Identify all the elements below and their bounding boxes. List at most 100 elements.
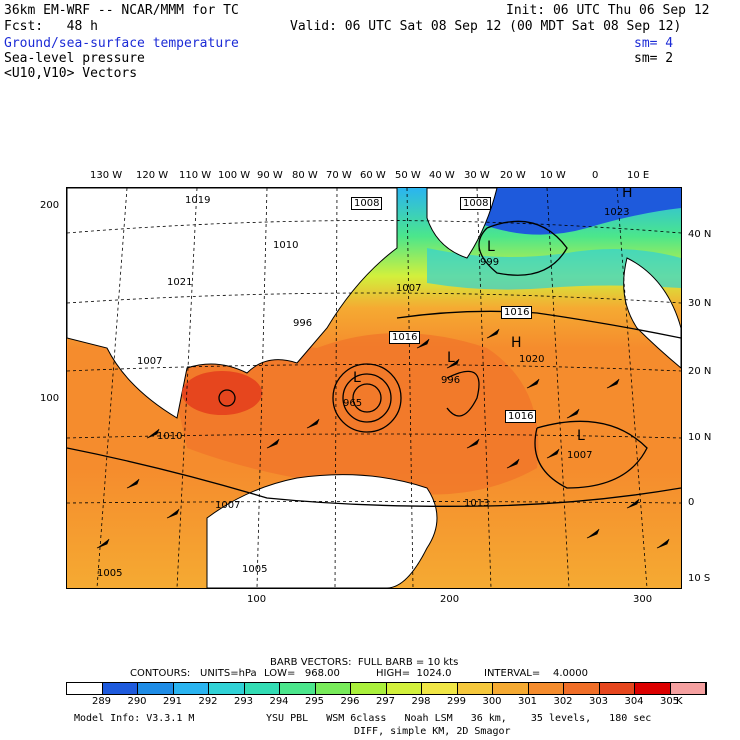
colorbar-tick-label: 298 [411,696,431,707]
map-canvas [67,188,681,588]
forecast-hour: Fcst: 48 h [4,19,98,34]
isobar-label: 1008 [460,197,492,210]
colorbar-tick-label: 301 [517,696,538,707]
colorbar-swatch [457,683,493,694]
isobar-label: 1020 [519,354,545,365]
grid-y-label: 200 [40,200,60,211]
field-slp-label: Sea-level pressure [4,51,145,66]
colorbar-tick-label: 300 [482,696,502,707]
contours-label: CONTOURS: [130,668,191,679]
isobar-label: 1005 [242,564,268,575]
lon-label: 90 W [257,170,283,181]
lon-label: 130 W [90,170,123,181]
isobar-label: 1016 [389,331,421,344]
colorbar-swatch [422,683,458,694]
grid-x-label: 300 [633,594,653,605]
colorbar-tick-label: 292 [198,696,218,707]
colorbar-swatch [528,683,564,694]
colorbar-tick-label: 302 [553,696,573,707]
colorbar-tick-label: 296 [340,696,360,707]
colorbar-swatch [173,683,209,694]
diffusion-info: DIFF, simple KM, 2D Smagor [354,726,511,737]
colorbar-tick-label: 299 [446,696,467,707]
lat-label: 40 N [688,229,712,240]
colorbar-tick-label: 305 [659,696,680,707]
colorbar-swatch [315,683,351,694]
lon-label: 110 W [179,170,212,181]
contours-low: LOW= 968.00 [264,668,340,679]
isobar-label: 965 [343,398,363,409]
wind-barbs [96,328,670,549]
low-center-marker: L [353,370,361,386]
isobar-label: 1019 [185,195,211,206]
field-sst-smoothing: sm= 4 [634,36,674,51]
grid-x-label: 100 [247,594,267,605]
high-center-marker: H [622,187,633,201]
field-vectors-label: <U10,V10> Vectors [4,66,138,81]
isobar-label: 1010 [157,431,183,442]
graticule [67,188,681,588]
lat-label: 20 N [688,366,712,377]
barb-legend: BARB VECTORS: FULL BARB = 10 kts [270,657,459,668]
weather-map: 1019 1008 1008 1023 1010 1021 999 1007 9… [66,187,682,589]
lon-label: 40 W [429,170,455,181]
colorbar-swatch [599,683,635,694]
lon-label: 50 W [395,170,421,181]
colorbar-unit: K [676,696,683,707]
isobar-label: 1007 [396,283,422,294]
colorbar-tick-label: 291 [162,696,183,707]
isobar-label: 1007 [567,450,593,461]
isobar-label: 1008 [351,197,383,210]
colorbar-tick-label: 289 [91,696,112,707]
isobar-label: 1016 [505,410,537,423]
colorbar-swatch [138,683,174,694]
field-slp-smoothing: sm= 2 [634,51,674,66]
north-america-land [67,188,398,419]
colorbar-swatch [244,683,280,694]
colorbar-swatch [209,683,245,694]
low-center-marker: L [447,350,455,366]
model-info: Model Info: V3.3.1 M [74,713,195,724]
lon-label: 10 W [540,170,566,181]
colorbar-swatch [493,683,529,694]
lon-label: 70 W [326,170,352,181]
isobar-label: 1013 [464,498,490,509]
lat-label: 10 S [688,573,711,584]
low-center-marker: L [487,239,495,255]
grid-x-label: 200 [440,594,460,605]
lat-label: 0 [688,497,695,508]
high-center-marker: H [511,335,522,351]
colorbar-swatch [386,683,422,694]
colorbar-swatch [564,683,600,694]
isobar-label: 1005 [97,568,123,579]
isobar-label: 1016 [501,306,533,319]
colorbar-swatch [670,683,706,694]
isobar-label: 996 [293,318,313,329]
low-center-marker: L [577,428,585,444]
isobar-label: 1010 [273,240,299,251]
colorbar-swatch [67,683,103,694]
gulf-of-mexico [182,371,262,415]
physics-info: YSU PBL WSM 6class Noah LSM 36 km, 35 le… [266,713,652,724]
isobar-label: 1007 [137,356,163,367]
lon-label: 60 W [360,170,386,181]
colorbar-tick-label: 295 [304,696,325,707]
contours-interval: INTERVAL= 4.0000 [484,668,588,679]
lon-label: 120 W [136,170,169,181]
valid-time: Valid: 06 UTC Sat 08 Sep 12 (00 MDT Sat … [290,19,682,34]
isobar-label: 1007 [215,500,241,511]
colorbar-swatch [351,683,387,694]
grid-y-label: 100 [40,393,60,404]
contours-units: UNITS=hPa [200,668,257,679]
isobar-label: 996 [441,375,461,386]
colorbar-swatch [102,683,138,694]
lon-label: 30 W [464,170,490,181]
lon-label: 0 [592,170,599,181]
isobar-label: 999 [480,257,500,268]
temperature-colorbar [66,682,707,695]
colorbar-tick-label: 294 [269,696,289,707]
model-title: 36km EM-WRF -- NCAR/MMM for TC [4,3,239,18]
warm-core [167,333,539,495]
colorbar-tick-label: 290 [127,696,147,707]
isobar-label: 1021 [167,277,193,288]
